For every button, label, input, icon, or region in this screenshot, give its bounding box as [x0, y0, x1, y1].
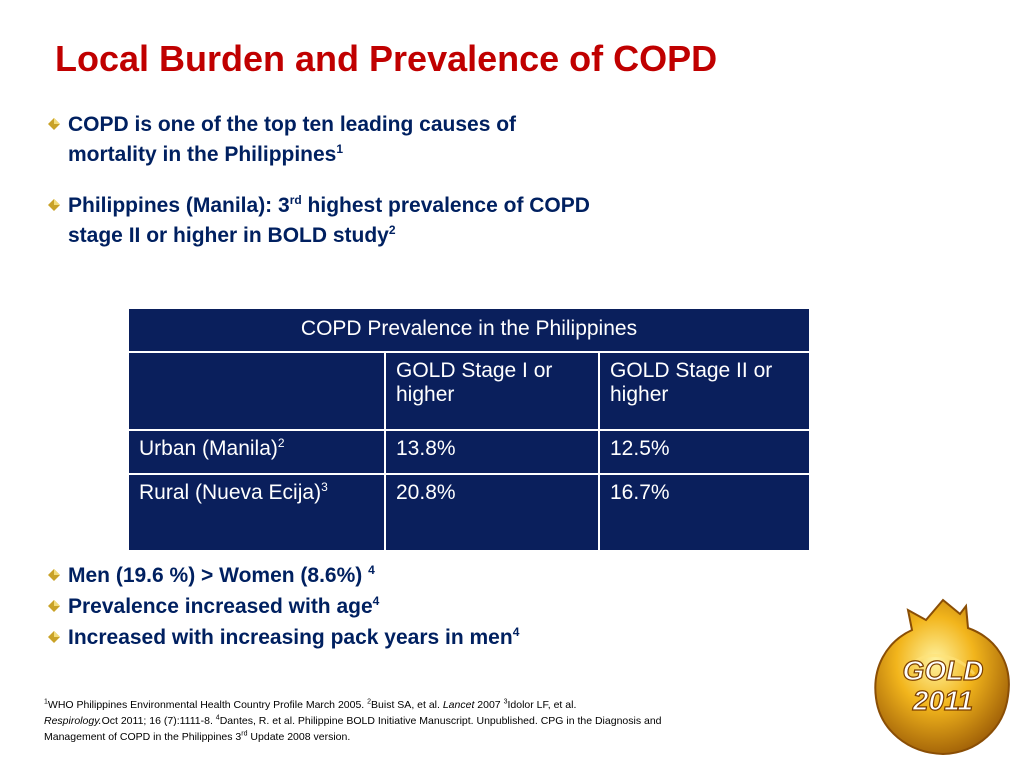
- table-cell: 12.5%: [598, 429, 811, 475]
- diamond-bullet-icon: [48, 118, 60, 130]
- footnote-ref: 2: [388, 223, 396, 237]
- diamond-bullet-icon: [48, 199, 60, 211]
- table-cell: 13.8%: [384, 429, 600, 475]
- logo-text: 2011: [912, 685, 973, 716]
- footnote-ref: 4: [372, 594, 380, 608]
- bullet-sex-difference: Men (19.6 %) > Women (8.6%) 4: [48, 561, 375, 591]
- bullet-text: COPD is one of the top ten leading cause…: [68, 113, 517, 136]
- gold-2011-logo: GOLD 2011: [874, 598, 1010, 756]
- table-row: Urban (Manila)2 13.8% 12.5%: [127, 429, 811, 475]
- footnote-ref: 4: [368, 563, 375, 577]
- row-label: Rural (Nueva Ecija)3: [127, 473, 386, 552]
- slide-title: Local Burden and Prevalence of COPD: [55, 38, 718, 79]
- table-row: Rural (Nueva Ecija)3 20.8% 16.7%: [127, 473, 811, 552]
- bullet-age: Prevalence increased with age4: [48, 592, 380, 622]
- diamond-bullet-icon: [48, 631, 60, 643]
- bullet-text: Prevalence increased with age: [68, 595, 373, 618]
- table-cell: 16.7%: [598, 473, 811, 552]
- bullet-manila-prevalence: Philippines (Manila): 3rd highest preval…: [48, 191, 590, 251]
- table-cell: 20.8%: [384, 473, 600, 552]
- footnote-ref: 1: [336, 142, 344, 156]
- diamond-bullet-icon: [48, 600, 60, 612]
- bullet-mortality: COPD is one of the top ten leading cause…: [48, 110, 517, 170]
- footnote-ref: 4: [512, 625, 520, 639]
- table-header-empty: [127, 351, 386, 431]
- bullet-text: Men (19.6 %) > Women (8.6%): [68, 564, 369, 587]
- ordinal-suffix: rd: [289, 193, 302, 207]
- logo-text: GOLD: [903, 655, 984, 686]
- column-header: GOLD Stage II or higher: [598, 351, 811, 431]
- bullet-text: Increased with increasing pack years in …: [68, 626, 513, 649]
- table-title: COPD Prevalence in the Philippines: [127, 307, 811, 353]
- diamond-bullet-icon: [48, 569, 60, 581]
- bullet-text: mortality in the Philippines: [68, 143, 337, 166]
- row-label: Urban (Manila)2: [127, 429, 386, 475]
- bullet-text: Philippines (Manila): 3: [68, 194, 290, 217]
- prevalence-table: COPD Prevalence in the Philippines GOLD …: [127, 307, 811, 552]
- bullet-pack-years: Increased with increasing pack years in …: [48, 623, 520, 653]
- column-header: GOLD Stage I or higher: [384, 351, 600, 431]
- bullet-text: stage II or higher in BOLD study: [68, 224, 389, 247]
- bullet-text: highest prevalence of COPD: [301, 194, 590, 217]
- references: 1WHO Philippines Environmental Health Co…: [44, 698, 662, 744]
